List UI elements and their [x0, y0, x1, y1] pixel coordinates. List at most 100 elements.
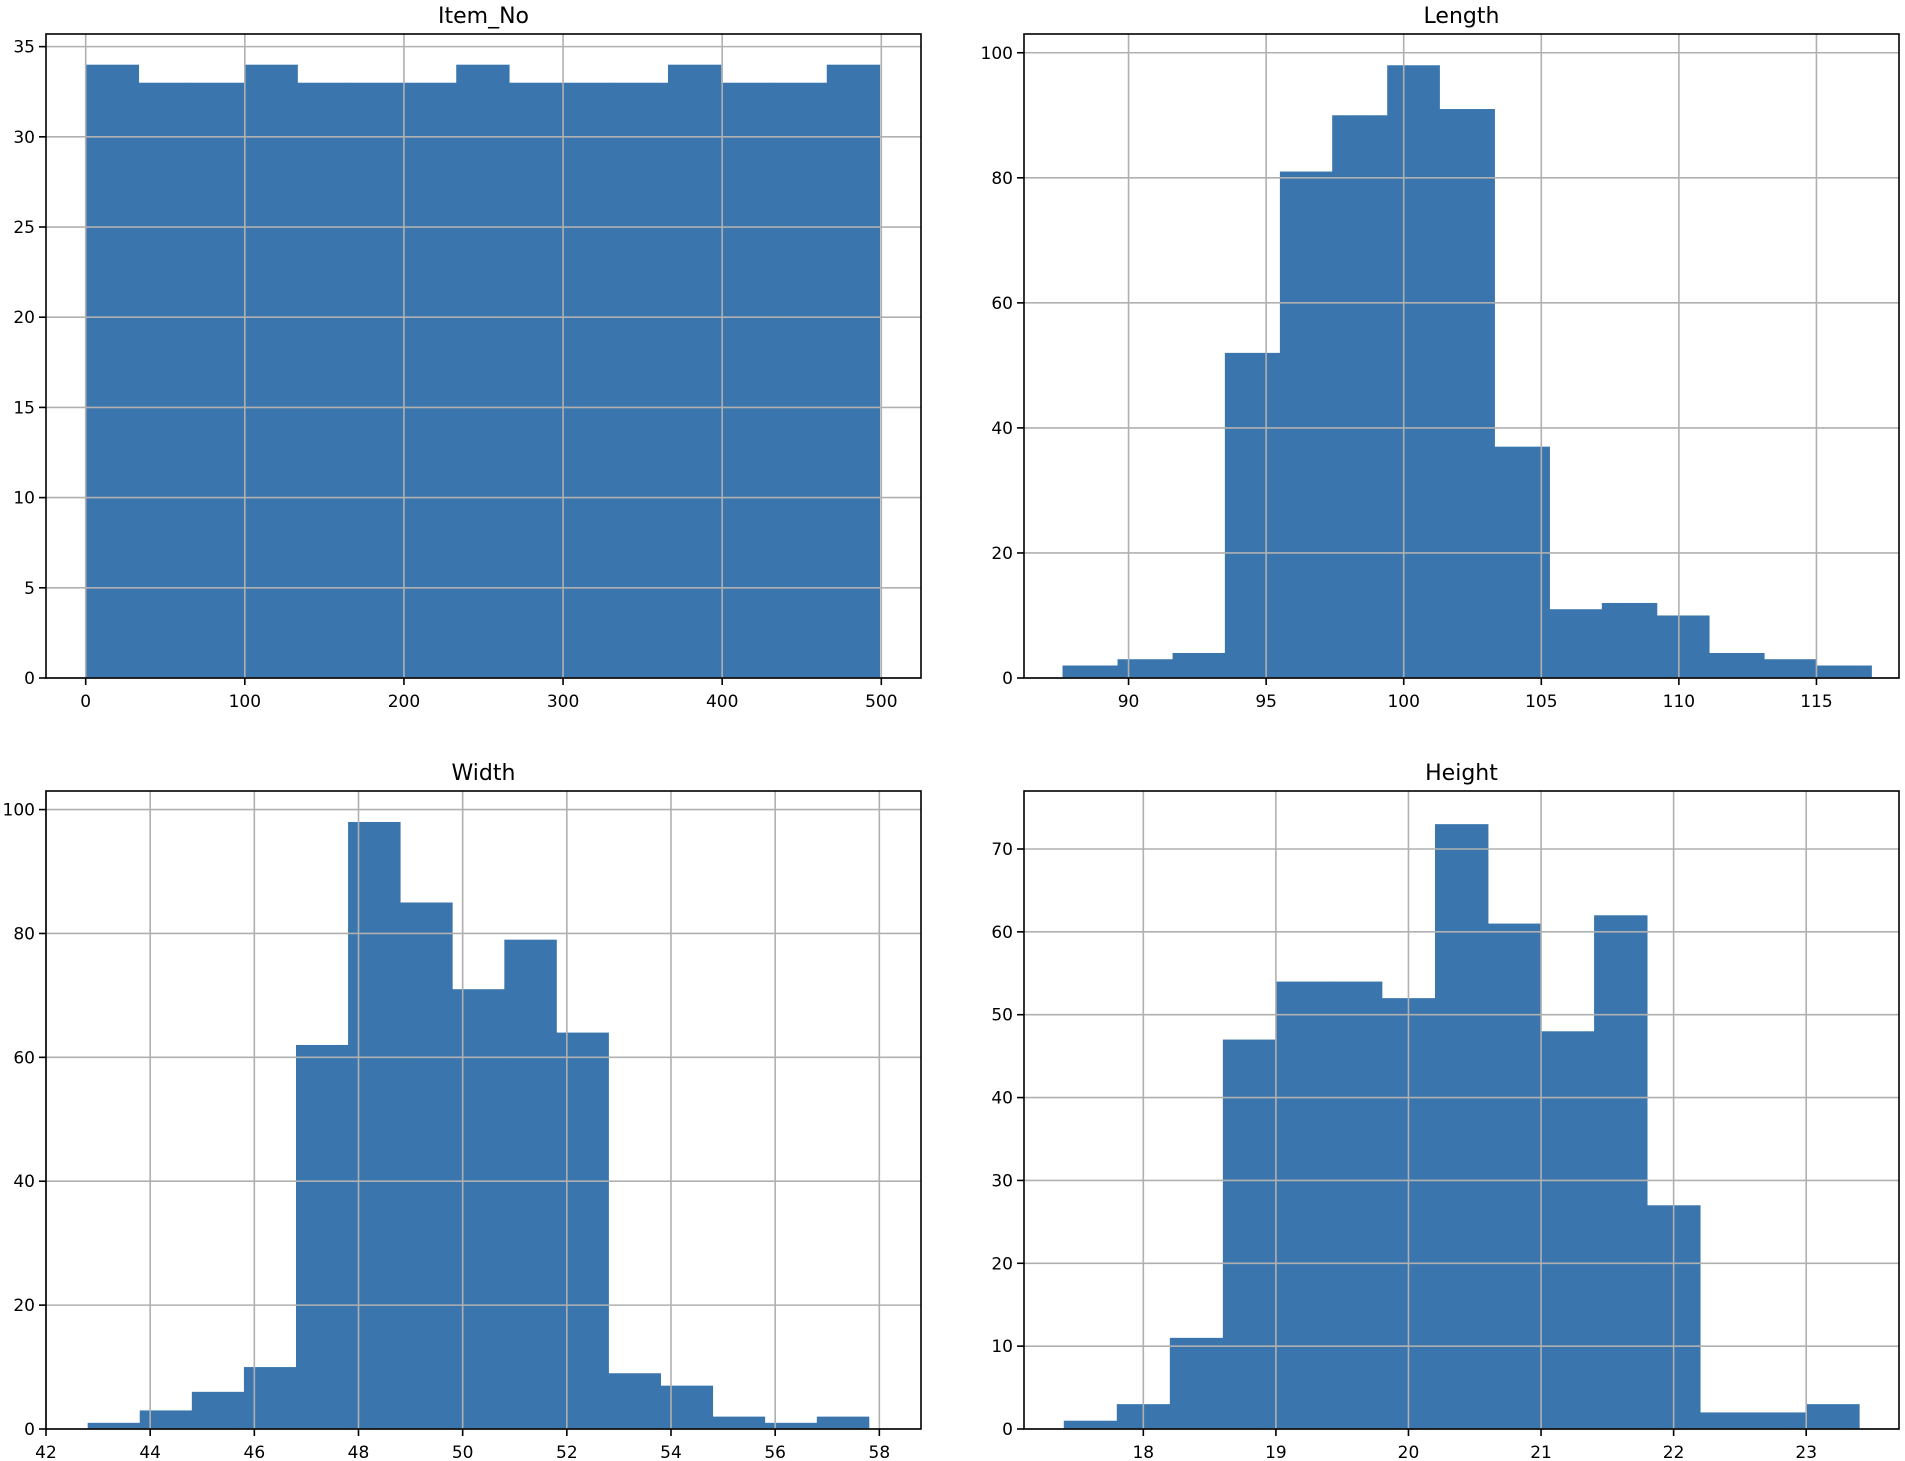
length-x-tick-label: 115	[1800, 692, 1832, 712]
height-histogram: 18 19 20 21 22 23 0 10 20 30 40 50 60 70 Height	[991, 761, 1900, 1461]
item-no-bar-10	[615, 82, 669, 678]
item-no-grid	[46, 34, 921, 679]
item-no-bar-12	[720, 82, 775, 678]
height-y-tick-label: 30	[991, 1171, 1013, 1191]
height-title: Height	[1425, 761, 1498, 786]
length-y-tick-label: 100	[981, 44, 1013, 64]
length-x-tick-label: 105	[1525, 692, 1557, 712]
item-no-bar-1	[138, 82, 192, 678]
item-no-x-tick-label: 200	[388, 692, 420, 712]
height-bar-13	[1753, 1412, 1807, 1429]
width-bar-3	[243, 1367, 297, 1429]
item-no-y-tick-label: 10	[13, 489, 35, 509]
item-no-x-tick-label: 500	[865, 692, 897, 712]
item-no-y-axis: 0 5 10 15 20 25 30 35	[13, 38, 46, 689]
width-histogram: 42 44 46 48 50 52 54 56 58 0 20 40 60 80 100 Width	[3, 761, 922, 1461]
width-y-tick-label: 100	[3, 801, 35, 821]
width-bar-4	[296, 1044, 349, 1429]
item-no-bars	[85, 64, 881, 679]
width-bar-6	[400, 902, 453, 1429]
item-no-y-tick-label: 0	[24, 669, 35, 689]
length-y-tick-label: 60	[991, 294, 1013, 314]
length-bar-6	[1387, 65, 1440, 678]
height-x-axis: 18 19 20 21 22 23	[1132, 1429, 1817, 1461]
item-no-y-tick-label: 35	[13, 38, 35, 58]
length-bar-10	[1601, 602, 1658, 678]
height-bar-14	[1806, 1404, 1860, 1429]
width-x-tick-label: 50	[452, 1443, 474, 1461]
width-bar-7	[452, 989, 505, 1429]
length-bar-9	[1549, 609, 1603, 678]
item-no-x-tick-label: 0	[80, 692, 91, 712]
height-y-tick-label: 70	[991, 840, 1013, 860]
height-y-tick-label: 40	[991, 1089, 1013, 1109]
height-axes-frame	[1023, 790, 1900, 1430]
height-x-tick-label: 20	[1398, 1443, 1420, 1461]
height-bar-2	[1169, 1337, 1224, 1429]
height-x-tick-label: 19	[1265, 1443, 1287, 1461]
item-no-y-tick-label: 25	[13, 218, 35, 238]
length-y-axis: 0 20 40 60 80 100	[981, 44, 1024, 689]
length-bar-12	[1709, 652, 1765, 678]
length-y-tick-label: 80	[991, 169, 1013, 189]
item-no-bar-3	[244, 64, 298, 679]
item-no-bar-0	[85, 64, 140, 679]
length-axes-frame	[1023, 33, 1900, 679]
length-bar-11	[1656, 615, 1710, 678]
width-x-tick-label: 56	[764, 1443, 786, 1461]
item-no-x-tick-label: 100	[229, 692, 261, 712]
item-no-bar-8	[509, 82, 563, 678]
width-y-tick-label: 20	[13, 1296, 35, 1316]
length-bar-13	[1764, 659, 1817, 678]
item-no-bar-14	[826, 64, 881, 679]
width-bar-11	[660, 1385, 714, 1429]
height-y-axis: 0 10 20 30 40 50 60 70	[991, 840, 1024, 1440]
height-bar-3	[1222, 1039, 1277, 1429]
height-y-tick-label: 0	[1002, 1420, 1013, 1440]
width-grid	[45, 791, 921, 1430]
height-x-tick-label: 18	[1132, 1443, 1154, 1461]
height-bar-12	[1700, 1412, 1754, 1429]
height-bar-7	[1434, 824, 1489, 1429]
item-no-bar-6	[403, 82, 457, 678]
height-bar-4	[1275, 981, 1330, 1429]
width-x-tick-label: 46	[244, 1443, 266, 1461]
width-x-tick-label: 48	[348, 1443, 370, 1461]
width-bar-14	[816, 1416, 870, 1429]
length-x-tick-label: 100	[1387, 692, 1419, 712]
width-y-tick-label: 40	[13, 1172, 35, 1192]
length-bar-7	[1439, 109, 1495, 678]
width-title: Width	[452, 761, 516, 786]
height-bar-8	[1488, 923, 1542, 1429]
length-y-tick-label: 40	[991, 419, 1013, 439]
length-bar-4	[1279, 171, 1333, 679]
width-bar-10	[608, 1373, 661, 1429]
width-bar-1	[139, 1410, 193, 1429]
height-bars	[1063, 824, 1860, 1429]
length-bars	[1062, 65, 1872, 679]
width-y-tick-label: 0	[24, 1420, 35, 1440]
width-y-tick-label: 80	[13, 924, 35, 944]
item-no-y-tick-label: 5	[24, 579, 35, 599]
height-bar-5	[1328, 981, 1383, 1429]
height-grid	[1024, 791, 1899, 1430]
item-no-y-tick-label: 15	[13, 398, 35, 418]
length-bar-3	[1224, 352, 1281, 678]
length-bar-5	[1332, 115, 1388, 678]
item-no-bar-4	[297, 82, 351, 678]
width-x-tick-label: 42	[35, 1443, 57, 1461]
width-bar-13	[764, 1422, 818, 1429]
width-x-tick-label: 52	[556, 1443, 578, 1461]
length-y-tick-label: 0	[1002, 669, 1013, 689]
height-bar-0	[1063, 1420, 1118, 1429]
width-x-tick-label: 58	[869, 1443, 891, 1461]
width-bar-2	[191, 1391, 245, 1429]
length-bar-1	[1117, 659, 1173, 678]
item-no-x-tick-label: 300	[547, 692, 579, 712]
length-bar-2	[1172, 652, 1226, 678]
width-x-axis: 42 44 46 48 50 52 54 56 58	[35, 1429, 890, 1461]
length-bar-0	[1062, 665, 1118, 678]
length-x-axis: 90 95 100 105 110 115	[1118, 678, 1833, 712]
item-no-axes-frame	[45, 33, 922, 679]
